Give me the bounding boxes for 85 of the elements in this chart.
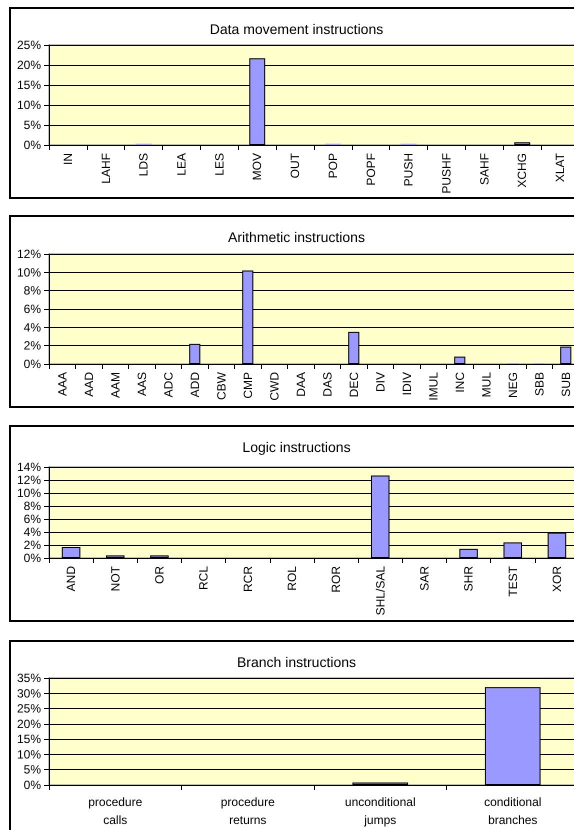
x-tick-label: OUT: [288, 152, 302, 178]
bar: [459, 548, 478, 558]
y-tick-label: 8%: [24, 499, 42, 513]
x-tick-label: IMUL: [426, 372, 440, 401]
x-tick-label: CBW: [214, 371, 228, 400]
x-tick-label: AAM: [108, 372, 122, 398]
y-tick-label: 6%: [24, 512, 42, 526]
x-tick-label: PUSH: [402, 153, 416, 186]
x-tick-label: RCR: [240, 566, 255, 592]
x-tick-label: NEG: [506, 372, 520, 398]
y-tick-label: 20%: [16, 716, 42, 731]
x-tick-label: unconditional jumps: [344, 795, 416, 827]
y-tick-label: 10%: [16, 265, 42, 280]
x-tick-label: POP: [326, 153, 340, 178]
x-tick-label: XLAT: [553, 152, 568, 182]
x-tick-label: INC: [452, 372, 467, 393]
x-tick-label: DIV: [373, 372, 388, 392]
x-tick-label: AAA: [55, 372, 70, 396]
x-tick-label: DAA: [294, 372, 308, 397]
x-tick-label: LEA: [174, 153, 188, 176]
y-tick-label: 2%: [24, 538, 42, 552]
x-tick-label: SBB: [532, 372, 546, 396]
chart-title: Logic instructions: [242, 439, 351, 455]
y-tick-label: 20%: [16, 58, 42, 72]
y-tick-label: 35%: [16, 671, 42, 685]
chart-title: Data movement instructions: [210, 21, 384, 37]
x-tick-label: DEC: [346, 372, 361, 398]
y-tick-label: 4%: [24, 320, 42, 334]
x-tick-label: SHR: [462, 566, 476, 592]
x-tick-label: MUL: [479, 372, 494, 398]
x-tick-label: IN: [60, 153, 75, 165]
x-tick-label: POPF: [364, 153, 378, 186]
x-tick-label: RCL: [196, 566, 211, 590]
x-tick-label: SAHF: [477, 153, 492, 186]
x-tick-label: NOT: [108, 565, 122, 592]
y-tick-label: 5%: [24, 118, 42, 132]
x-tick-label: AAD: [82, 372, 96, 397]
y-tick-label: 10%: [16, 747, 42, 762]
y-tick-label: 30%: [16, 686, 42, 700]
x-tick-label: procedure returns: [220, 795, 276, 827]
chart-title: Arithmetic instructions: [228, 229, 365, 245]
y-tick-label: 5%: [24, 762, 42, 777]
y-tick-label: 0%: [24, 138, 42, 152]
y-tick-label: 10%: [16, 486, 42, 500]
y-tick-label: 10%: [16, 98, 42, 112]
x-tick-label: TEST: [506, 565, 520, 597]
x-tick-label: conditional branches: [484, 795, 542, 827]
y-tick-label: 14%: [16, 460, 42, 474]
x-tick-label: CMP: [240, 372, 255, 399]
y-tick-label: 15%: [16, 78, 42, 92]
y-tick-label: 0%: [24, 778, 42, 792]
x-tick-label: XOR: [550, 566, 564, 592]
y-tick-label: 12%: [16, 247, 42, 261]
chart-title: Branch instructions: [236, 654, 356, 670]
x-tick-label: LAHF: [98, 153, 113, 184]
bar: [454, 356, 466, 364]
y-tick-label: 15%: [16, 732, 42, 746]
y-tick-label: 12%: [16, 473, 42, 487]
x-tick-label: AAS: [134, 372, 149, 396]
x-tick-label: IDIV: [400, 372, 414, 396]
y-tick-label: 8%: [24, 284, 42, 298]
x-tick-label: SAR: [417, 566, 432, 591]
y-tick-label: 25%: [16, 38, 42, 52]
x-tick-label: DAS: [320, 372, 334, 397]
x-tick-label: XCHG: [515, 153, 530, 188]
x-tick-label: LDS: [136, 153, 151, 176]
x-tick-label: SUB: [558, 372, 573, 397]
x-tick-label: MOV: [250, 153, 264, 180]
y-tick-label: 4%: [24, 525, 42, 539]
y-tick-label: 6%: [24, 302, 42, 316]
y-tick-label: 0%: [24, 551, 42, 565]
x-tick-label: PUSHF: [440, 153, 454, 194]
x-tick-label: ROL: [284, 566, 299, 591]
y-tick-label: 0%: [24, 357, 42, 371]
y-tick-label: 2%: [24, 338, 42, 353]
x-tick-label: OR: [152, 566, 166, 584]
x-tick-label: AND: [64, 566, 78, 592]
y-tick-label: 25%: [16, 702, 42, 716]
x-tick-label: ADC: [161, 372, 176, 398]
x-tick-label: CWD: [267, 372, 282, 401]
x-tick-label: ROR: [329, 566, 344, 593]
x-tick-label: LES: [212, 153, 226, 176]
x-tick-label: SHL/SAL: [373, 566, 388, 616]
x-tick-label: ADD: [188, 372, 202, 398]
x-tick-label: procedure calls: [88, 795, 143, 827]
